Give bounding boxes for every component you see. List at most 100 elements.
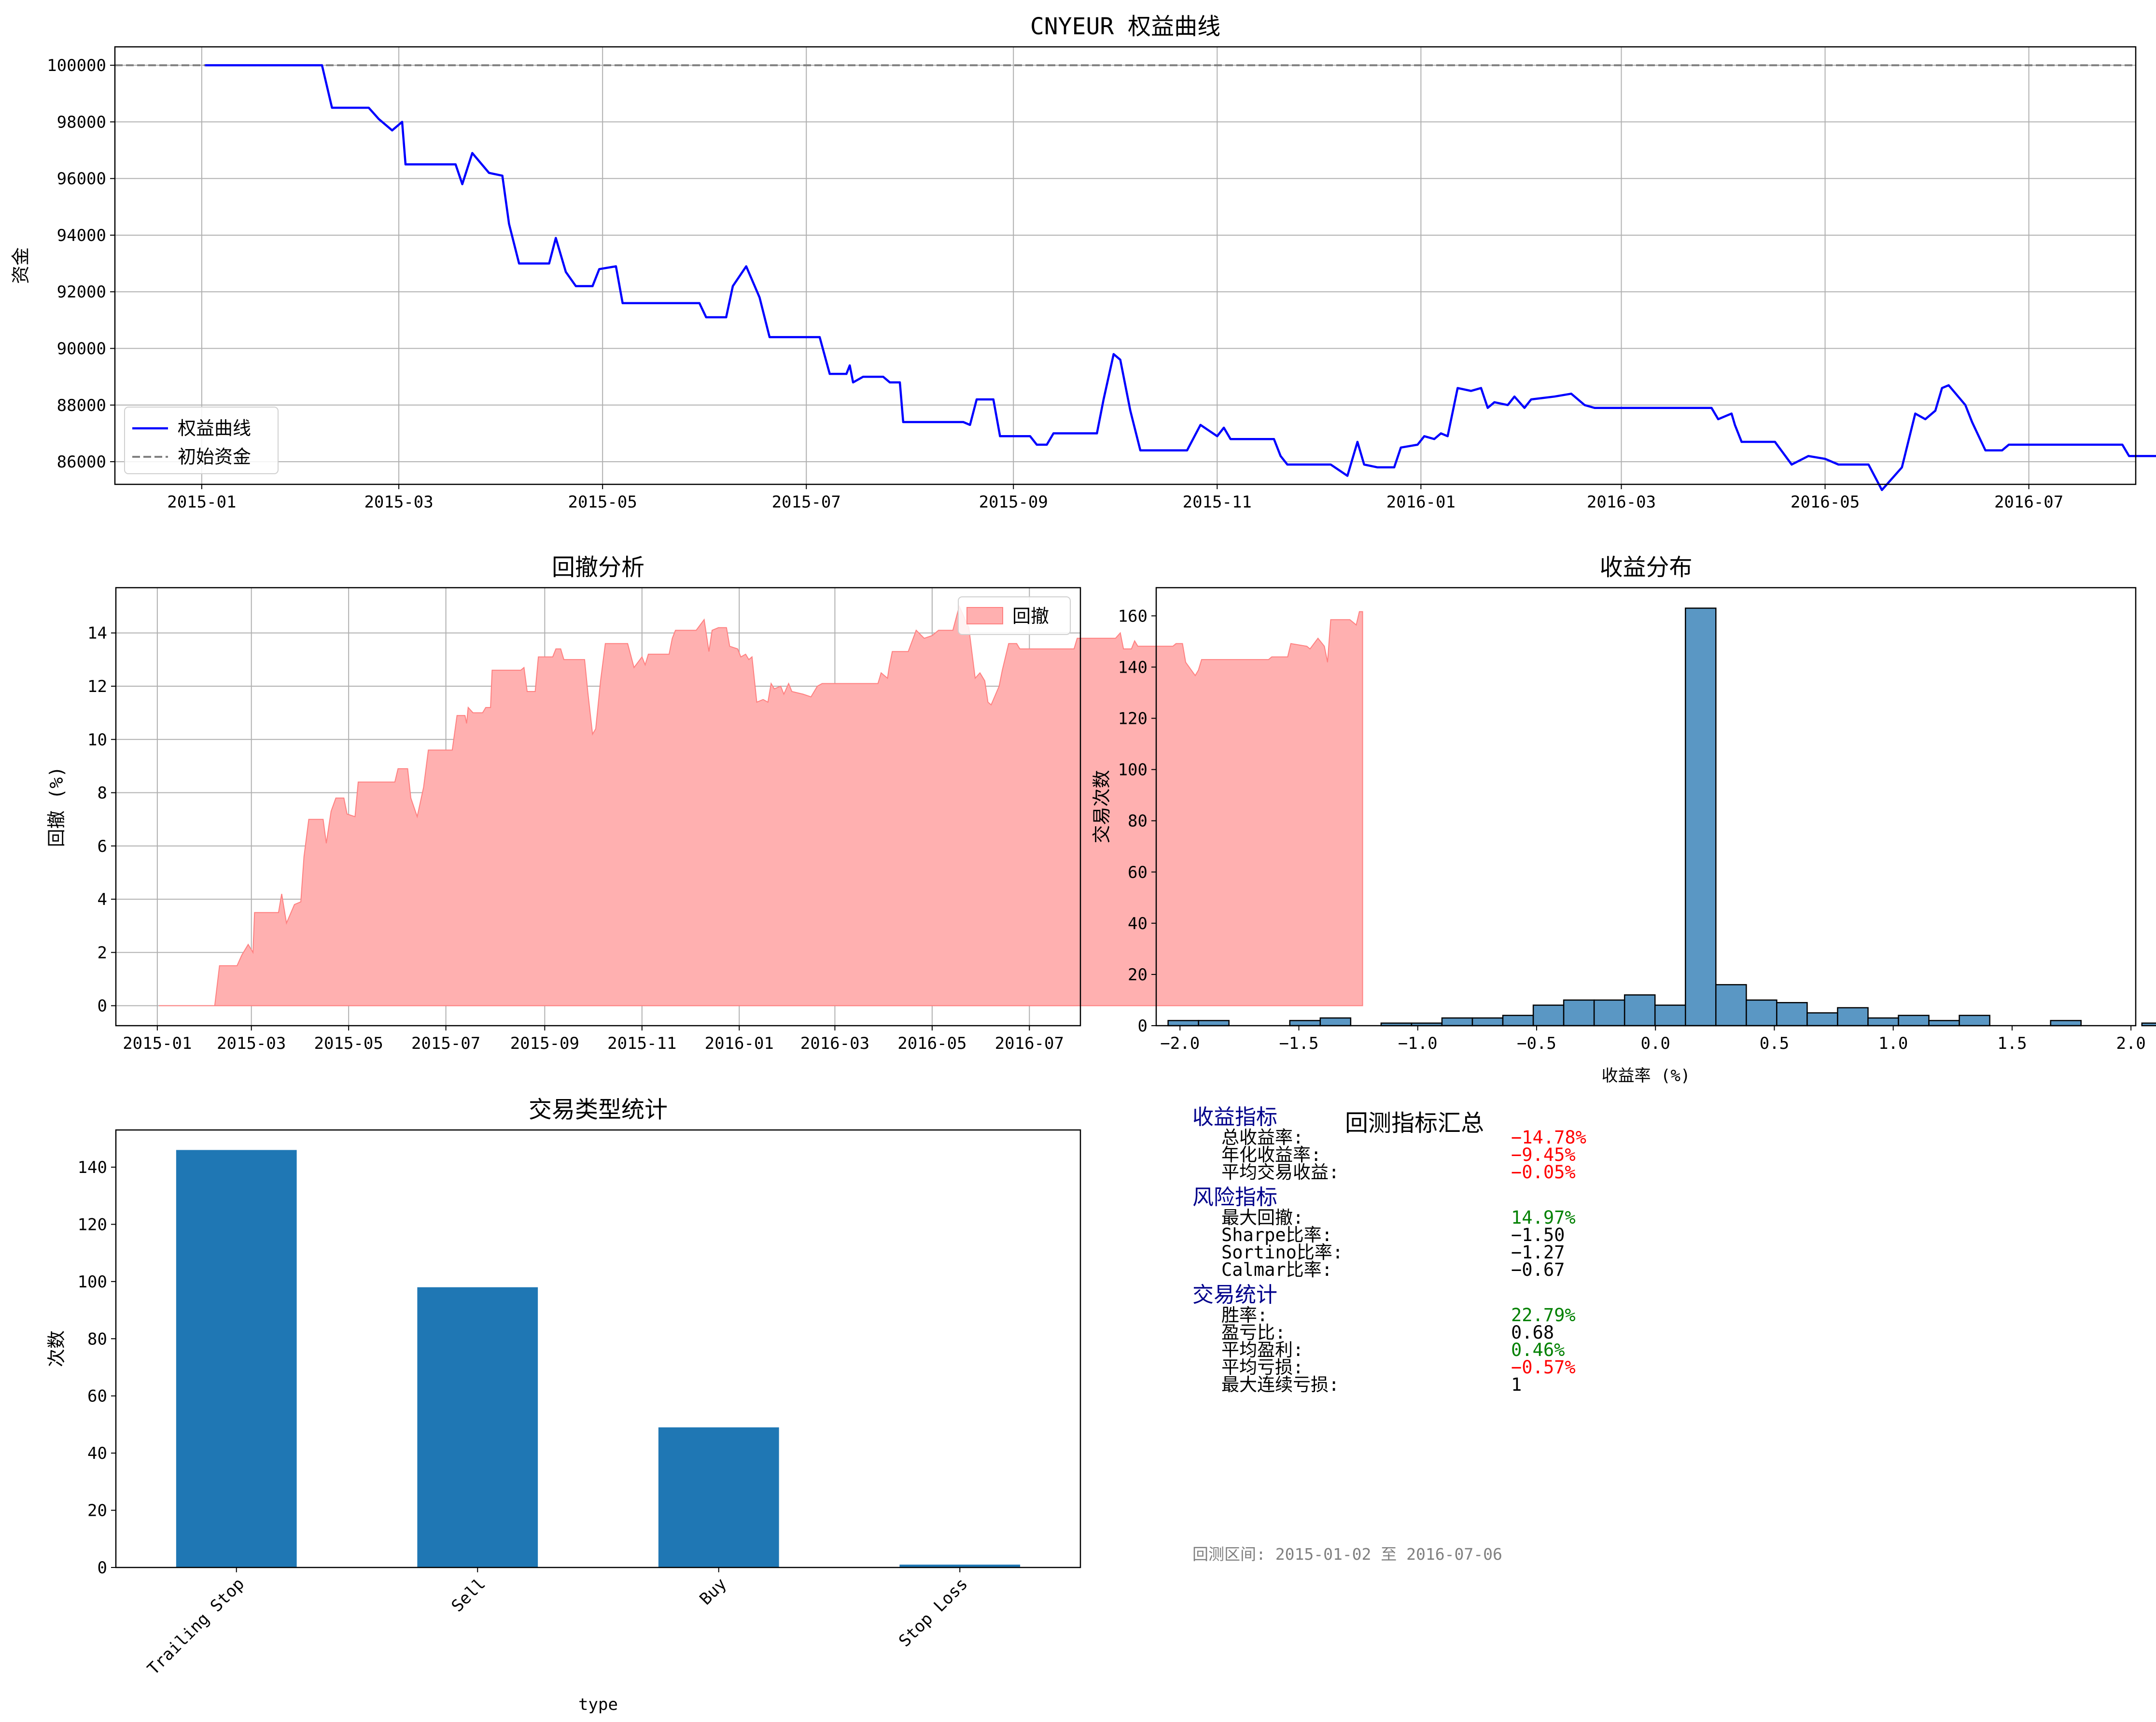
equity-xtick-label: 2015-03: [364, 493, 433, 512]
metric-value: 1: [1511, 1374, 1522, 1395]
return-histogram-bar: [1441, 1017, 1473, 1027]
metrics-summary: 收益指标 总收益率: −14.78% 年化收益率: −9.45% 平均交易收益: −0.05…: [1192, 1101, 2110, 1632]
returns-ytick-label: 80: [1128, 812, 1148, 831]
drawdown-ylabel: 回撤 (%): [46, 766, 67, 847]
drawdown-xtick-label: 2015-05: [314, 1034, 383, 1053]
metric-value: −1.50: [1511, 1225, 1565, 1245]
drawdown-legend-box: [958, 596, 1071, 635]
summary-row: Sharpe比率: −1.50: [1192, 1225, 2110, 1245]
returns-xtick-label: 0.5: [1760, 1034, 1789, 1053]
return-histogram-bar: [1776, 1002, 1808, 1027]
returns-ytick-label: 120: [1118, 709, 1148, 729]
metric-label: 平均盈利:: [1221, 1340, 1304, 1360]
drawdown-ytick-label: 12: [87, 677, 107, 696]
drawdown-area: [159, 605, 1363, 1006]
trade-type-label: Buy: [696, 1574, 730, 1609]
summary-row: 最大回撤: 14.97%: [1192, 1209, 2110, 1227]
equity-legend-label: 权益曲线: [178, 418, 251, 439]
metric-value: 22.79%: [1511, 1305, 1576, 1326]
returns-xtick-label: −0.5: [1517, 1034, 1556, 1053]
summary-row: 年化收益率: −9.45%: [1192, 1146, 2110, 1164]
types-title: 交易类型统计: [529, 1096, 668, 1123]
equity-xtick-label: 2015-09: [979, 493, 1048, 512]
equity-ytick-label: 90000: [57, 339, 106, 359]
return-histogram-bar: [1289, 1020, 1321, 1027]
metric-label: 平均交易收益:: [1221, 1162, 1340, 1183]
returns-frame: [1155, 587, 2137, 1027]
equity-ytick-label: 100000: [47, 56, 106, 75]
drawdown-xtick-label: 2015-07: [411, 1034, 480, 1053]
types-ytick-label: 80: [87, 1329, 107, 1349]
equity-curve-line: [205, 64, 2156, 491]
return-histogram-bar: [2050, 1020, 2082, 1027]
equity-ytick-label: 88000: [57, 396, 106, 415]
types-ytick-label: 0: [98, 1558, 107, 1578]
drawdown-frame: [115, 587, 1081, 1027]
types-ytick-label: 100: [78, 1272, 107, 1292]
returns-xlabel: 收益率 (%): [1602, 1066, 1691, 1086]
types-ytick-label: 120: [78, 1215, 107, 1234]
summary-row: 平均交易收益: −0.05%: [1192, 1162, 2110, 1183]
drawdown-xtick-label: 2015-11: [607, 1034, 676, 1053]
trade-type-bar: [176, 1150, 297, 1567]
types-ytick-label: 140: [78, 1158, 107, 1177]
equity-ytick-label: 94000: [57, 226, 106, 245]
trade-type-panel: Trailing Stop Sell Buy Stop Loss 0 20 40 60 80 10…: [46, 1096, 1081, 1714]
return-histogram-bar: [1593, 999, 1625, 1027]
metric-label: Calmar比率:: [1221, 1259, 1332, 1280]
equity-xtick-label: 2015-01: [167, 493, 236, 512]
metric-label: 年化收益率:: [1221, 1144, 1322, 1165]
equity-title: CNYEUR 权益曲线: [1030, 13, 1220, 40]
equity-xtick-label: 2016-03: [1587, 493, 1656, 512]
drawdown-xtick-label: 2016-05: [897, 1034, 966, 1053]
summary-row: 胜率: 22.79%: [1192, 1305, 2110, 1326]
drawdown-xtick-label: 2016-01: [705, 1034, 774, 1053]
initial-legend-label: 初始资金: [178, 446, 251, 467]
return-distribution-panel: 0 20 40 60 80 100 120 140 160 −2.0 −1.5 −1.0 −0.5 0.0…: [1091, 554, 2156, 1086]
returns-xtick-label: 0.0: [1640, 1034, 1670, 1053]
trade-type-bar: [899, 1565, 1021, 1567]
metric-label: 最大连续亏损:: [1221, 1374, 1340, 1395]
trade-type-bar: [417, 1287, 538, 1567]
summary-row: 最大连续亏损: 1: [1192, 1376, 2110, 1394]
returns-ytick-label: 100: [1118, 761, 1148, 780]
metric-value: −14.78%: [1511, 1127, 1586, 1148]
metric-label: Sortino比率:: [1221, 1242, 1344, 1263]
equity-xtick-label: 2016-05: [1791, 493, 1860, 512]
summary-title: 回测指标汇总: [1344, 1110, 1484, 1137]
equity-ytick-label: 86000: [57, 452, 106, 472]
summary-row: Calmar比率: −0.67: [1192, 1261, 2110, 1279]
summary-section-heading: 风险指标: [1192, 1185, 1277, 1210]
drawdown-xtick-label: 2015-09: [510, 1034, 579, 1053]
return-histogram-bar: [1532, 1004, 1565, 1027]
drawdown-legend-label: 回撤: [1012, 606, 1049, 627]
return-histogram-bar: [1319, 1017, 1352, 1027]
drawdown-xtick-label: 2015-03: [217, 1034, 286, 1053]
equity-ytick-label: 92000: [57, 282, 106, 302]
return-histogram-bar: [1928, 1020, 1960, 1027]
return-histogram-bar: [1563, 999, 1595, 1027]
metric-value: −0.05%: [1511, 1162, 1576, 1183]
summary-row: 平均亏损: −0.57%: [1192, 1357, 2110, 1378]
types-ytick-label: 20: [87, 1501, 107, 1521]
return-histogram-bar: [1837, 1007, 1869, 1027]
returns-ytick-label: 60: [1128, 863, 1148, 882]
summary-row: 盈亏比: 0.68: [1192, 1324, 2110, 1341]
returns-ytick-label: 40: [1128, 914, 1148, 933]
return-histogram-bar: [1715, 984, 1747, 1027]
returns-xtick-label: 1.0: [1878, 1034, 1908, 1053]
metric-value: −1.27: [1511, 1242, 1565, 1263]
return-histogram-bar: [1654, 1004, 1686, 1027]
trade-type-label: Sell: [448, 1574, 489, 1616]
returns-ytick-label: 0: [1138, 1016, 1148, 1036]
returns-ytick-label: 140: [1118, 658, 1148, 677]
metric-value: −0.57%: [1511, 1357, 1576, 1378]
returns-xtick-label: −2.0: [1160, 1034, 1200, 1053]
equity-ylabel: 资金: [10, 247, 31, 284]
types-xlabel: type: [578, 1695, 618, 1714]
return-histogram-bar: [1867, 1017, 1899, 1027]
drawdown-panel: 0 2 4 6 8 10 12 14 2015-01 2015-03 2015-05 2015-07 2…: [46, 554, 1363, 1053]
return-histogram-bar: [1746, 999, 1778, 1027]
drawdown-title: 回撤分析: [552, 554, 644, 581]
returns-ytick-label: 20: [1128, 965, 1148, 985]
